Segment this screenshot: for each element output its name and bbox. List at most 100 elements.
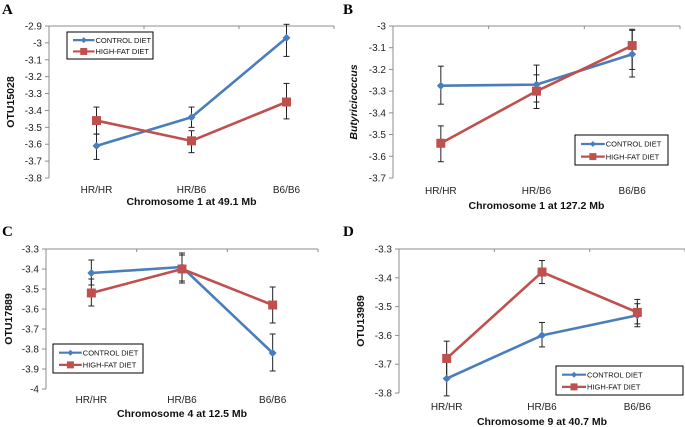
- y-tick-label: -3.4: [375, 273, 393, 284]
- legend-item: CONTROL DIET: [59, 348, 139, 357]
- y-tick-label: -3.5: [375, 302, 393, 313]
- data-point-square: [86, 288, 96, 298]
- legend-item: CONTROL DIET: [73, 36, 151, 45]
- legend-item: CONTROL DIET: [581, 140, 662, 149]
- legend-label: CONTROL DIET: [83, 348, 139, 357]
- legend-item: HIGH-FAT DIET: [73, 47, 149, 56]
- legend-item: CONTROL DIET: [562, 370, 643, 379]
- y-tick-label: -3.5: [369, 130, 387, 141]
- y-tick-label: -3.9: [22, 365, 40, 376]
- x-tick-label: B6/B6: [259, 395, 287, 406]
- y-tick-label: -3.4: [22, 265, 40, 276]
- y-tick-label: -3.7: [22, 325, 40, 336]
- panel-letter: D: [343, 224, 354, 240]
- data-point-square: [268, 300, 278, 310]
- data-point-square: [177, 264, 187, 274]
- y-tick-label: -3.3: [375, 245, 393, 256]
- legend-item: HIGH-FAT DIET: [562, 383, 641, 392]
- legend-label: HIGH-FAT DIET: [83, 361, 137, 370]
- data-point-square: [282, 97, 291, 107]
- data-point-diamond: [628, 50, 637, 59]
- y-tick-label: -3.8: [22, 345, 40, 356]
- y-tick-label: -3.6: [375, 331, 393, 342]
- legend-diamond-icon: [80, 37, 87, 44]
- x-tick-label: HR/HR: [425, 186, 457, 197]
- panel-a: A -2.9 -3 -3.1 -3.2 -3.3 -3.4 -3.5 -3.6 -3.7 -3.8 H…: [2, 2, 335, 208]
- data-point-diamond: [92, 141, 101, 150]
- y-tick-label: -3.7: [25, 157, 43, 168]
- data-point-square: [537, 267, 547, 277]
- panel-c: C -3.3 -3.4 -3.5 -3.6 -3.7 -3.8 -3.9 -4 HR/HR HR/B…: [2, 224, 319, 420]
- panel-letter: C: [2, 224, 13, 240]
- x-tick-label: HR/B6: [527, 402, 557, 413]
- y-tick-label: -3.6: [22, 305, 40, 316]
- y-tick-label: -3.6: [25, 140, 43, 151]
- data-point-square: [187, 136, 196, 146]
- x-tick-label: HR/B6: [177, 185, 207, 196]
- legend-diamond-icon: [571, 371, 577, 378]
- data-point-square: [632, 307, 642, 317]
- y-tick-label: -3.1: [25, 55, 43, 66]
- y-axis-label: OTU15028: [5, 76, 17, 128]
- x-tick-label: HR/HR: [81, 185, 113, 196]
- panel-d: D -3.3 -3.4 -3.5 -3.6 -3.7 -3.8 HR/HR HR/B6 B6/B6…: [343, 224, 685, 427]
- legend-square-icon: [80, 47, 88, 55]
- y-tick-label: -3.4: [25, 106, 43, 117]
- y-tick-label: -3.3: [25, 89, 43, 100]
- y-tick-label: -3.3: [22, 245, 40, 256]
- legend-item: HIGH-FAT DIET: [581, 152, 660, 161]
- data-point-diamond: [538, 331, 546, 340]
- data-point-diamond: [436, 81, 445, 90]
- x-tick-label: B6/B6: [624, 402, 652, 413]
- legend-label: CONTROL DIET: [587, 370, 643, 379]
- x-tick-label: B6/B6: [619, 186, 647, 197]
- legend-label: HIGH-FAT DIET: [606, 152, 660, 161]
- x-tick-label: HR/B6: [522, 186, 552, 197]
- y-tick-label: -3.5: [25, 123, 43, 134]
- y-tick-label: -3: [377, 22, 386, 33]
- y-axis-label: Butyricicoccus: [348, 64, 360, 139]
- y-tick-label: -3.8: [25, 174, 43, 185]
- y-tick-label: -3.7: [375, 360, 393, 371]
- panel-b: B -3 -3.1 -3.2 -3.3 -3.4 -3.5 -3.6 -3.7 HR/HR HR/B…: [343, 2, 681, 212]
- data-point-square: [627, 41, 637, 51]
- panel-letter: A: [2, 2, 13, 18]
- legend-item: HIGH-FAT DIET: [59, 361, 137, 370]
- data-point-square: [92, 116, 101, 126]
- y-tick-label: -3.2: [369, 65, 387, 76]
- y-tick-label: -3.6: [369, 152, 387, 163]
- legend-square-icon: [570, 383, 578, 391]
- data-point-square: [436, 138, 446, 148]
- y-tick-label: -2.9: [25, 22, 43, 33]
- legend: CONTROL DIET HIGH-FAT DIET: [574, 134, 669, 166]
- data-point-diamond: [442, 374, 451, 383]
- data-point-diamond: [532, 80, 541, 89]
- data-point-diamond: [87, 269, 96, 277]
- x-tick-label: HR/HR: [75, 395, 107, 406]
- legend-square-icon: [66, 361, 74, 369]
- data-point-diamond: [187, 113, 196, 122]
- x-axis-label: Chromosome 4 at 12.5 Mb: [117, 408, 247, 420]
- x-axis-label: Chromosome 9 at 40.7 Mb: [477, 416, 607, 427]
- data-point-square: [442, 353, 452, 363]
- y-tick-label: -3: [33, 38, 42, 49]
- y-axis-label: OTU13989: [355, 295, 367, 347]
- panel-letter: B: [343, 2, 353, 18]
- y-tick-label: -3.2: [25, 72, 43, 83]
- legend: CONTROL DIET HIGH-FAT DIET: [66, 31, 154, 60]
- legend-diamond-icon: [589, 141, 596, 147]
- y-tick-label: -3.1: [369, 43, 387, 54]
- legend: CONTROL DIET HIGH-FAT DIET: [555, 365, 684, 396]
- legend-label: HIGH-FAT DIET: [96, 47, 150, 56]
- legend-label: CONTROL DIET: [96, 36, 152, 45]
- data-point-square: [532, 86, 541, 96]
- x-tick-label: B6/B6: [273, 185, 301, 196]
- x-axis-label: Chromosome 1 at 49.1 Mb: [126, 196, 256, 208]
- y-tick-label: -3.3: [369, 87, 387, 98]
- legend-label: CONTROL DIET: [606, 140, 662, 149]
- x-tick-label: HR/HR: [431, 402, 463, 413]
- legend: CONTROL DIET HIGH-FAT DIET: [52, 343, 144, 374]
- x-tick-label: HR/B6: [167, 395, 197, 406]
- y-tick-label: -3.4: [369, 108, 387, 119]
